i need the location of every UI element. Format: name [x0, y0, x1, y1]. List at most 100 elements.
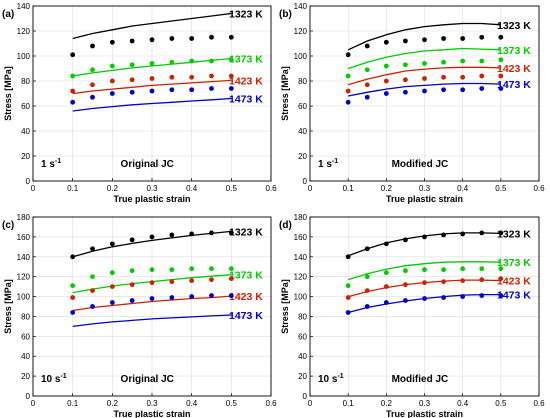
data-point	[149, 280, 155, 286]
x-tick-label: 0.2	[381, 399, 393, 408]
x-tick-label: 0.4	[186, 399, 198, 408]
axes-frame	[32, 5, 272, 182]
series-1423-K	[70, 73, 234, 95]
series-label: 1373 K	[497, 257, 531, 269]
data-point	[90, 304, 95, 309]
data-point	[479, 230, 485, 236]
y-axis-label: Stress [MPa]	[280, 66, 290, 121]
data-point	[441, 87, 446, 93]
data-point	[129, 282, 135, 288]
model-label: Modified JC	[392, 374, 449, 385]
y-tick-label: 40	[298, 127, 307, 136]
series-label: 1423 K	[229, 75, 263, 87]
y-tick-label: 100	[17, 293, 31, 302]
strain-rate-label: 1 s-1	[318, 158, 338, 170]
x-tick-label: 0.4	[457, 184, 469, 193]
series-label: 1423 K	[497, 276, 531, 288]
y-tick-label: 160	[294, 233, 308, 242]
y-tick-label: 40	[21, 352, 30, 361]
data-point	[479, 293, 485, 298]
data-point	[129, 237, 135, 243]
y-tick-label: 80	[21, 77, 30, 86]
data-point	[70, 99, 76, 105]
x-tick-label: 0	[31, 184, 36, 193]
x-axis-label: True plastic strain	[386, 194, 463, 204]
y-tick-label: 20	[21, 372, 30, 381]
y-tick-label: 60	[298, 102, 307, 111]
data-point	[479, 86, 485, 91]
data-point	[90, 43, 95, 49]
data-point	[383, 91, 389, 96]
series-line	[348, 66, 501, 86]
data-point	[441, 74, 446, 80]
series-line	[72, 79, 232, 95]
panel-label: (d)	[279, 220, 292, 231]
data-point	[403, 282, 408, 288]
axes-frame	[309, 5, 540, 182]
x-tick-label: 0.4	[186, 184, 198, 193]
data-point	[460, 278, 466, 284]
y-tick-label: 60	[298, 332, 307, 341]
x-tick-label: 0.6	[533, 399, 545, 408]
y-tick-label: 0	[26, 392, 31, 401]
series-1373-K	[70, 57, 234, 79]
data-point	[189, 36, 195, 41]
series-line	[72, 314, 232, 328]
data-point	[90, 288, 95, 293]
data-point	[345, 254, 351, 260]
data-point	[149, 88, 155, 94]
data-point	[498, 293, 504, 298]
data-point	[441, 279, 446, 285]
data-point	[109, 63, 115, 69]
series-label: 1473 K	[497, 79, 531, 91]
x-tick-label: 0.3	[146, 399, 158, 408]
series-line	[72, 230, 232, 258]
data-point	[441, 295, 446, 300]
data-point	[441, 59, 446, 65]
data-point	[90, 274, 95, 280]
series-label: 1373 K	[229, 54, 263, 66]
panel-label: (a)	[2, 9, 14, 20]
panel-b: 0 0.1 0.2 0.3 0.4 0.5 0.6 0 20 40 60 80 100 120 140 132…	[279, 2, 545, 204]
data-point	[149, 234, 155, 240]
data-point	[149, 267, 155, 273]
x-axis-label: True plastic strain	[113, 409, 190, 418]
series-label: 1423 K	[497, 63, 531, 75]
series-1373-K	[345, 261, 504, 289]
data-point	[441, 36, 446, 41]
series-line	[72, 97, 232, 112]
y-tick-label: 100	[294, 52, 308, 61]
series-1423-K	[345, 276, 504, 300]
series-1423-K	[70, 276, 234, 312]
x-tick-label: 0.6	[533, 184, 545, 193]
series-1473-K	[70, 293, 234, 328]
x-tick-label: 0.6	[265, 184, 277, 193]
y-tick-label: 0	[303, 392, 308, 401]
data-point	[383, 78, 389, 84]
data-point	[364, 67, 370, 73]
data-point	[129, 62, 135, 68]
data-point	[169, 267, 175, 273]
data-point	[479, 34, 485, 40]
series-label: 1473 K	[497, 290, 531, 302]
data-point	[90, 67, 95, 73]
data-point	[345, 73, 351, 79]
series-1423-K	[345, 66, 504, 94]
data-point	[169, 36, 175, 41]
data-point	[460, 231, 466, 237]
data-point	[228, 230, 234, 236]
y-tick-label: 180	[17, 213, 31, 222]
data-point	[209, 230, 214, 236]
data-point	[209, 73, 214, 79]
x-tick-label: 0.6	[265, 399, 277, 408]
y-tick-label: 20	[21, 152, 30, 161]
data-point	[498, 276, 504, 282]
x-tick-label: 0.5	[495, 184, 507, 193]
data-point	[169, 59, 175, 65]
data-point	[70, 295, 76, 300]
data-point	[345, 295, 351, 300]
y-tick-label: 80	[298, 77, 307, 86]
data-point	[90, 82, 95, 88]
data-point	[460, 74, 466, 80]
